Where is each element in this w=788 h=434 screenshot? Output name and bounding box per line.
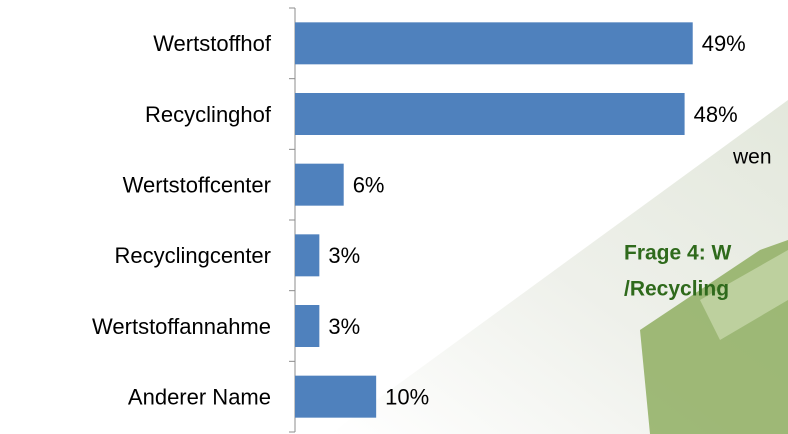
annotation: wen xyxy=(732,146,772,169)
category-label: Wertstoffcenter xyxy=(123,172,271,197)
bar xyxy=(295,305,319,347)
bar xyxy=(295,22,693,64)
chart: wen Frage 4: W /Recycling Wertstoffhof 49… xyxy=(0,0,788,434)
category-label: Recyclinghof xyxy=(145,102,272,127)
page: wen Frage 4: W /Recycling Wertstoffhof 49… xyxy=(0,0,788,434)
value-label: 3% xyxy=(328,314,360,339)
value-label: 6% xyxy=(353,172,385,197)
category-label: Recyclingcenter xyxy=(114,243,271,268)
value-label: 49% xyxy=(702,31,746,56)
category-label: Anderer Name xyxy=(128,384,271,409)
bar xyxy=(295,93,685,135)
bar xyxy=(295,234,319,276)
bar xyxy=(295,376,376,418)
category-label: Wertstoffannahme xyxy=(92,314,271,339)
category-label: Wertstoffhof xyxy=(153,31,272,56)
annotation: Frage 4: W xyxy=(624,242,732,265)
value-label: 10% xyxy=(385,384,429,409)
bar xyxy=(295,164,344,206)
value-label: 3% xyxy=(328,243,360,268)
annotation: /Recycling xyxy=(624,278,729,301)
value-label: 48% xyxy=(694,102,738,127)
